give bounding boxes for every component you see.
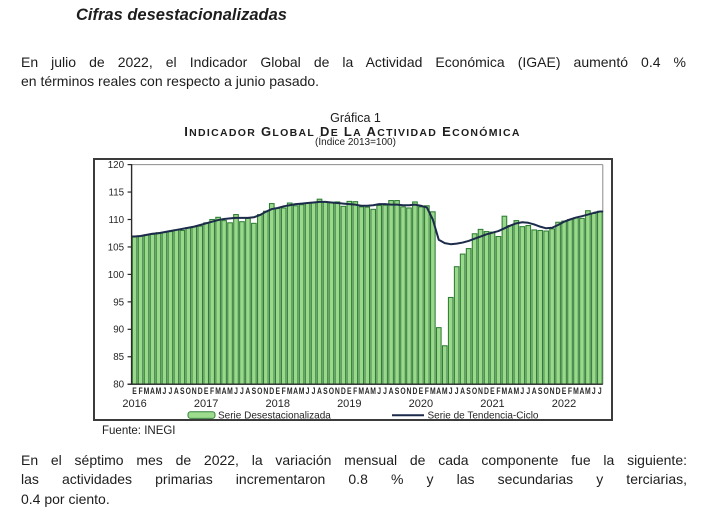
svg-text:E: E	[275, 386, 280, 396]
svg-text:A: A	[508, 386, 513, 396]
svg-text:2017: 2017	[194, 398, 218, 410]
svg-text:S: S	[180, 386, 185, 396]
svg-text:A: A	[579, 386, 584, 396]
svg-text:M: M	[370, 386, 376, 396]
svg-text:J: J	[592, 386, 596, 396]
svg-text:S: S	[466, 386, 471, 396]
svg-text:E: E	[562, 386, 567, 396]
svg-text:120: 120	[108, 160, 125, 171]
svg-text:M: M	[156, 386, 162, 396]
svg-text:J: J	[526, 386, 530, 396]
svg-text:M: M	[227, 386, 233, 396]
svg-text:M: M	[502, 386, 508, 396]
svg-text:N: N	[550, 386, 555, 396]
svg-text:D: D	[198, 386, 203, 396]
svg-text:Serie Desestacionalizada: Serie Desestacionalizada	[218, 410, 331, 421]
svg-text:D: D	[484, 386, 489, 396]
svg-text:F: F	[496, 386, 500, 396]
svg-text:2022: 2022	[552, 398, 576, 410]
svg-text:D: D	[556, 386, 561, 396]
svg-text:N: N	[478, 386, 483, 396]
svg-text:M: M	[513, 386, 519, 396]
svg-text:O: O	[186, 386, 192, 396]
svg-text:N: N	[406, 386, 411, 396]
svg-text:A: A	[389, 386, 394, 396]
svg-text:M: M	[215, 386, 221, 396]
svg-text:O: O	[400, 386, 406, 396]
svg-text:J: J	[234, 386, 238, 396]
svg-text:105: 105	[108, 242, 125, 253]
svg-text:J: J	[240, 386, 244, 396]
svg-text:A: A	[174, 386, 179, 396]
svg-text:A: A	[436, 386, 441, 396]
svg-text:F: F	[138, 386, 142, 396]
svg-text:D: D	[341, 386, 346, 396]
svg-text:N: N	[263, 386, 268, 396]
svg-text:Serie de Tendencia-Ciclo: Serie de Tendencia-Ciclo	[428, 410, 539, 421]
svg-text:2021: 2021	[480, 398, 504, 410]
svg-text:85: 85	[113, 352, 124, 363]
svg-text:J: J	[520, 386, 524, 396]
svg-text:2018: 2018	[265, 398, 289, 410]
svg-text:A: A	[317, 386, 322, 396]
svg-text:E: E	[347, 386, 352, 396]
svg-text:A: A	[532, 386, 537, 396]
svg-text:M: M	[585, 386, 591, 396]
svg-text:A: A	[365, 386, 370, 396]
svg-text:O: O	[329, 386, 335, 396]
svg-text:F: F	[210, 386, 214, 396]
svg-text:J: J	[377, 386, 381, 396]
svg-text:N: N	[335, 386, 340, 396]
svg-text:J: J	[455, 386, 459, 396]
svg-text:F: F	[568, 386, 572, 396]
svg-text:M: M	[287, 386, 293, 396]
svg-text:D: D	[412, 386, 417, 396]
svg-text:M: M	[573, 386, 579, 396]
svg-text:M: M	[144, 386, 150, 396]
svg-text:S: S	[538, 386, 543, 396]
svg-text:S: S	[252, 386, 257, 396]
svg-text:95: 95	[113, 297, 124, 308]
svg-text:J: J	[162, 386, 166, 396]
svg-text:N: N	[192, 386, 197, 396]
svg-text:O: O	[543, 386, 549, 396]
svg-text:80: 80	[113, 380, 124, 391]
svg-text:90: 90	[113, 325, 124, 336]
svg-text:2020: 2020	[409, 398, 433, 410]
svg-text:A: A	[245, 386, 250, 396]
svg-text:J: J	[598, 386, 602, 396]
svg-text:J: J	[312, 386, 316, 396]
svg-text:O: O	[472, 386, 478, 396]
svg-text:M: M	[358, 386, 364, 396]
svg-text:100: 100	[108, 270, 125, 281]
svg-text:F: F	[282, 386, 286, 396]
svg-text:F: F	[425, 386, 429, 396]
svg-text:J: J	[383, 386, 387, 396]
svg-text:J: J	[449, 386, 453, 396]
svg-text:M: M	[430, 386, 436, 396]
svg-text:M: M	[299, 386, 305, 396]
svg-text:F: F	[353, 386, 357, 396]
svg-text:E: E	[419, 386, 424, 396]
svg-text:D: D	[269, 386, 274, 396]
svg-text:A: A	[222, 386, 227, 396]
svg-text:E: E	[204, 386, 209, 396]
svg-text:A: A	[150, 386, 155, 396]
svg-text:2016: 2016	[122, 398, 146, 410]
svg-text:O: O	[257, 386, 263, 396]
svg-text:115: 115	[108, 187, 124, 198]
svg-text:E: E	[490, 386, 495, 396]
svg-text:E: E	[132, 386, 137, 396]
svg-text:A: A	[460, 386, 465, 396]
svg-text:J: J	[306, 386, 310, 396]
svg-text:2019: 2019	[337, 398, 361, 410]
svg-text:M: M	[442, 386, 448, 396]
svg-text:S: S	[395, 386, 400, 396]
svg-text:J: J	[168, 386, 172, 396]
svg-text:S: S	[323, 386, 328, 396]
svg-text:A: A	[293, 386, 298, 396]
svg-text:110: 110	[108, 215, 124, 226]
